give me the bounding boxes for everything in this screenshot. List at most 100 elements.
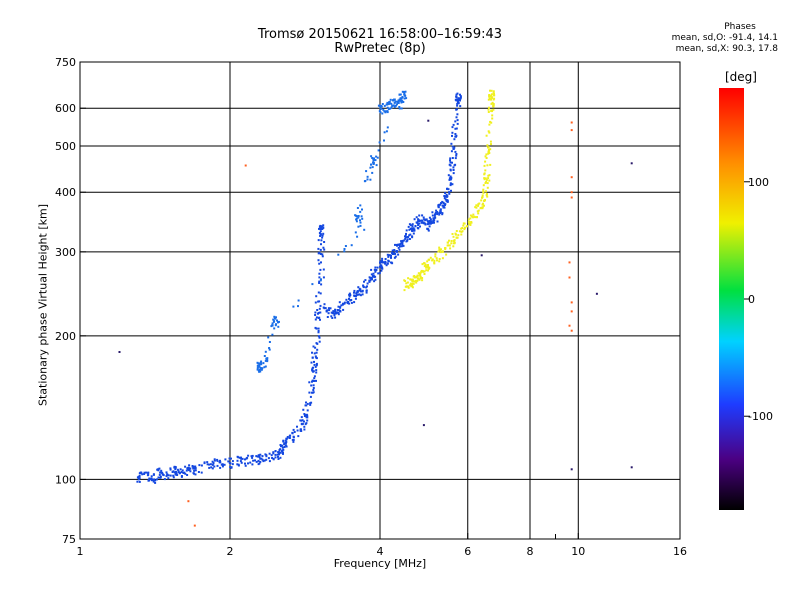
data-point bbox=[408, 228, 411, 231]
data-point bbox=[454, 120, 457, 123]
data-point bbox=[231, 463, 234, 466]
data-point bbox=[396, 244, 398, 247]
data-point bbox=[175, 470, 177, 473]
data-point bbox=[189, 470, 192, 473]
data-point bbox=[158, 473, 161, 476]
x-tick-label: 16 bbox=[673, 545, 687, 558]
data-point bbox=[311, 379, 314, 382]
data-point bbox=[425, 218, 428, 221]
data-point bbox=[398, 107, 401, 110]
data-point bbox=[455, 236, 458, 239]
x-tick-label: 1 bbox=[77, 545, 84, 558]
data-point bbox=[369, 166, 372, 169]
data-point bbox=[488, 148, 490, 151]
data-point bbox=[292, 428, 295, 431]
data-point bbox=[630, 466, 633, 469]
data-point bbox=[303, 420, 305, 423]
data-point bbox=[272, 320, 275, 323]
data-point bbox=[173, 471, 176, 474]
data-point bbox=[444, 198, 447, 201]
data-point bbox=[451, 157, 454, 159]
data-point bbox=[292, 440, 295, 443]
data-point bbox=[314, 355, 317, 358]
data-point bbox=[314, 301, 317, 304]
data-point bbox=[411, 229, 413, 232]
data-point bbox=[156, 478, 158, 481]
data-point bbox=[425, 266, 428, 269]
data-point bbox=[145, 471, 148, 474]
data-point bbox=[219, 459, 221, 462]
data-point bbox=[260, 363, 263, 366]
data-point bbox=[315, 351, 318, 354]
data-point bbox=[485, 194, 488, 197]
data-point bbox=[236, 463, 239, 466]
data-point bbox=[318, 276, 321, 279]
data-point bbox=[181, 469, 184, 472]
data-point bbox=[381, 103, 384, 105]
data-point bbox=[455, 135, 457, 138]
data-point bbox=[319, 304, 322, 307]
data-point bbox=[221, 465, 224, 468]
data-point bbox=[359, 204, 362, 207]
data-point bbox=[417, 224, 420, 226]
data-point bbox=[353, 289, 356, 292]
data-point bbox=[216, 464, 219, 467]
data-point bbox=[186, 474, 189, 476]
data-point bbox=[398, 248, 401, 251]
data-point bbox=[303, 413, 306, 415]
data-point bbox=[321, 234, 324, 237]
data-point bbox=[279, 444, 282, 446]
data-point bbox=[463, 228, 466, 231]
data-point bbox=[417, 272, 420, 275]
data-point bbox=[451, 161, 453, 164]
data-point bbox=[379, 111, 382, 114]
data-point bbox=[455, 154, 458, 157]
data-point bbox=[436, 212, 439, 215]
data-point bbox=[393, 256, 396, 259]
data-point bbox=[364, 279, 367, 282]
data-point bbox=[259, 453, 262, 456]
data-point bbox=[231, 460, 234, 463]
data-point bbox=[200, 464, 203, 467]
data-point bbox=[158, 467, 161, 470]
data-point bbox=[194, 469, 197, 472]
data-point bbox=[303, 425, 306, 428]
data-point bbox=[397, 99, 400, 102]
data-point bbox=[475, 204, 478, 207]
data-point bbox=[385, 264, 388, 267]
data-point bbox=[436, 259, 438, 262]
data-point bbox=[423, 270, 426, 273]
data-point bbox=[255, 455, 258, 458]
data-point bbox=[305, 401, 307, 404]
data-point bbox=[118, 351, 121, 353]
data-point bbox=[570, 468, 573, 471]
data-point bbox=[319, 292, 322, 295]
data-point bbox=[160, 469, 163, 472]
data-point bbox=[398, 245, 401, 248]
data-point bbox=[272, 451, 275, 454]
data-point bbox=[193, 472, 195, 475]
data-point bbox=[441, 204, 444, 207]
y-tick-label: 400 bbox=[55, 186, 76, 199]
data-point bbox=[450, 240, 453, 242]
data-point bbox=[284, 439, 287, 442]
data-point bbox=[383, 139, 385, 142]
data-point bbox=[428, 221, 431, 223]
data-point bbox=[152, 480, 155, 483]
data-point bbox=[426, 260, 429, 263]
data-point bbox=[319, 253, 322, 255]
data-point bbox=[344, 245, 347, 247]
data-point bbox=[323, 307, 326, 310]
data-point bbox=[441, 250, 444, 253]
data-point bbox=[423, 262, 426, 265]
data-point bbox=[318, 280, 321, 283]
data-point bbox=[451, 126, 454, 129]
data-point bbox=[365, 170, 368, 173]
data-point bbox=[300, 416, 303, 419]
data-point bbox=[289, 434, 292, 437]
data-point bbox=[451, 233, 454, 235]
data-point bbox=[247, 454, 250, 457]
data-point bbox=[315, 327, 318, 330]
data-point bbox=[401, 243, 404, 246]
data-point bbox=[318, 307, 321, 310]
